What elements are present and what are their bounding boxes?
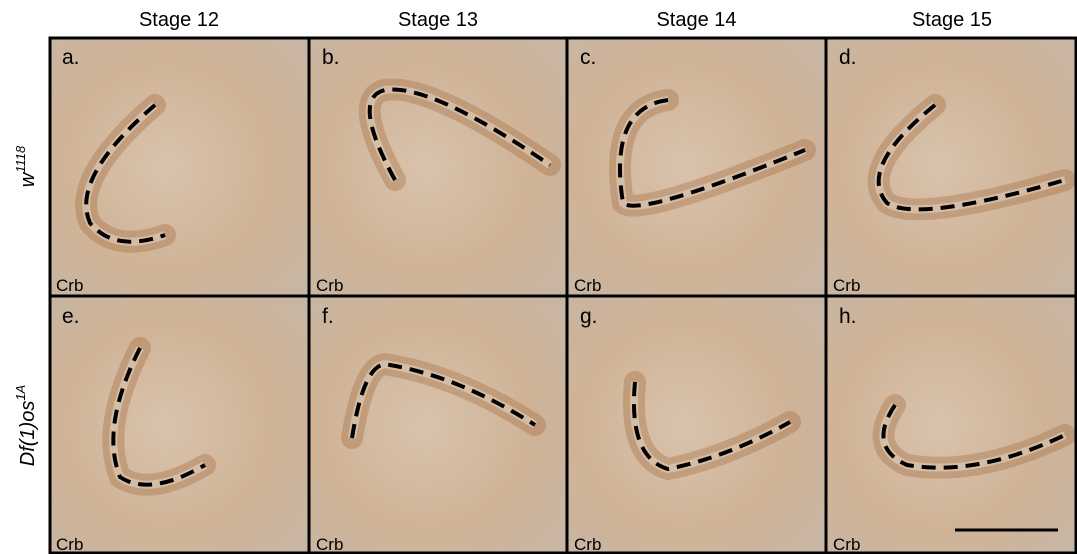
row-label: Df(1)os1A [13, 385, 39, 466]
figure: Stage 12 Stage 13 Stage 14 Stage 15 w1118 Df(… [0, 0, 1077, 554]
panel-letter: e. [62, 305, 80, 328]
stain-label: Crb [833, 276, 860, 295]
stain-label: Crb [574, 276, 601, 295]
stain-label: Crb [574, 535, 601, 554]
micrograph [50, 297, 308, 554]
micrograph [310, 38, 566, 295]
row-label: w1118 [13, 145, 39, 187]
micrograph-panel: b. Crb [310, 38, 566, 295]
stain-label: Crb [316, 535, 343, 554]
micrograph-panel: e. Crb [50, 297, 308, 554]
micrograph-panel: a. Crb [50, 38, 308, 295]
row-label-text: Df(1)os [17, 401, 39, 467]
column-header: Stage 12 [139, 9, 219, 31]
stain-label: Crb [56, 276, 83, 295]
row-label-superscript: 1118 [13, 145, 28, 173]
micrograph-panel: g. Crb [568, 297, 825, 554]
micrograph-panel: h. Crb [827, 297, 1077, 554]
stain-label: Crb [833, 535, 860, 554]
row-label-superscript: 1A [13, 385, 28, 401]
micrograph-panel: f. Crb [310, 297, 566, 554]
micrograph [827, 297, 1077, 554]
column-header: Stage 15 [912, 9, 992, 31]
stain-label: Crb [316, 276, 343, 295]
panel-letter: f. [322, 305, 334, 328]
micrograph-panel: d. Crb [827, 38, 1077, 295]
panel-letter: a. [62, 46, 80, 69]
micrograph-panel: c. Crb [568, 38, 825, 295]
panel-letter: h. [839, 305, 857, 328]
micrograph [827, 38, 1077, 295]
panel-letter: d. [839, 46, 857, 69]
panel-letter: c. [580, 46, 596, 69]
stain-label: Crb [56, 535, 83, 554]
panel-letter: g. [580, 305, 598, 328]
column-header: Stage 13 [398, 9, 478, 31]
column-header: Stage 14 [656, 9, 736, 31]
panel-letter: b. [322, 46, 340, 69]
